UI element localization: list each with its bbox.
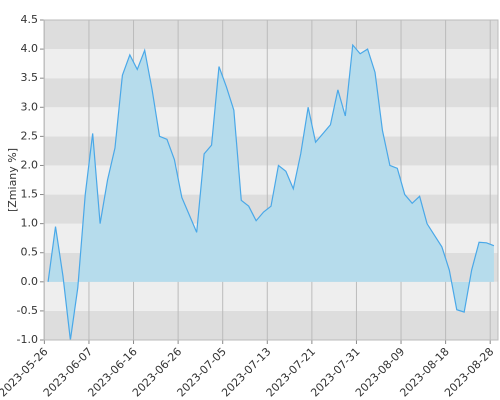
y-tick-label: 1.5 (21, 188, 39, 201)
band (44, 310, 498, 340)
area-fill (48, 45, 494, 340)
y-tick-label: 3.0 (21, 100, 39, 113)
band (44, 20, 498, 50)
band (44, 107, 498, 137)
y-tick-label: 4.5 (21, 13, 39, 26)
plot-border (43, 19, 499, 341)
y-tick-label: -0.5 (17, 304, 38, 317)
y-tick-label: 1.0 (21, 217, 39, 230)
y-tick-label: 0.5 (21, 246, 39, 259)
y-tick-label: 0.0 (21, 275, 39, 288)
y-tick-label: 4.0 (21, 42, 39, 55)
y-tick-label: 3.5 (21, 71, 39, 84)
line (47, 43, 495, 341)
y-axis-label: [Zmiany %] (6, 148, 19, 212)
y-tick-label: 2.0 (21, 158, 39, 171)
band (44, 49, 498, 79)
band (44, 281, 498, 311)
band (44, 78, 498, 108)
y-tick-label: -1.0 (17, 333, 38, 346)
y-tick-label: 2.5 (21, 129, 39, 142)
